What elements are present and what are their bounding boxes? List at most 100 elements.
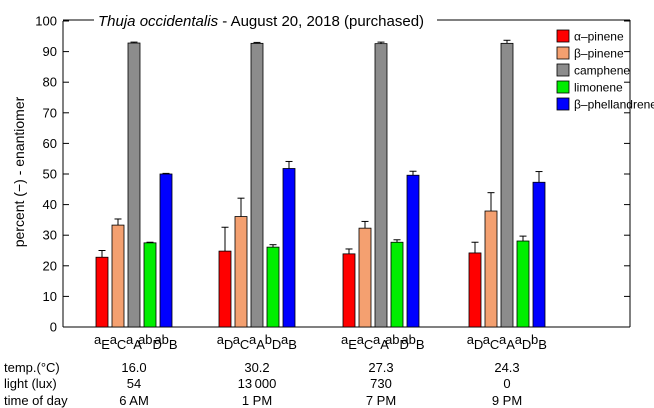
significance-letter: aD [515,332,532,352]
bar [143,242,157,328]
bar [159,173,173,328]
legend-swatch [556,80,570,94]
significance-letter: abD [385,332,409,352]
condition-label: light (lux) [4,376,57,391]
significance-letter: abB [401,332,424,352]
significance-letter: aC [357,332,374,352]
significance-letter-main: a [217,332,225,347]
significance-letter-sub: C [240,337,249,352]
y-tick-label: 50 [43,167,57,182]
significance-letter-sub: E [101,337,110,352]
y-axis-label: percent (−) - enantiomer [11,96,27,247]
significance-letter-sub: B [416,337,425,352]
condition-value: 54 [127,376,141,391]
bar [374,43,388,328]
title-rest: - August 20, 2018 (purchased) [218,13,424,30]
significance-letter-main: a [281,332,289,347]
bar [282,168,296,328]
significance-letter: aA [373,332,389,352]
condition-value: 27.3 [368,360,393,375]
significance-letter: aC [233,332,250,352]
significance-letter-main: ab [154,332,168,347]
significance-letter: aE [94,332,110,352]
condition-value: 1 PM [242,393,272,408]
y-tick-label: 10 [43,289,57,304]
bar [250,42,264,328]
significance-letter: aA [499,332,515,352]
y-tick-label: 0 [50,320,57,335]
significance-letter-main: a [249,332,257,347]
y-tick-label: 100 [35,14,57,29]
significance-letter: aB [281,332,297,352]
y-tick-label: 40 [43,197,57,212]
legend-label: β–phellandrene [574,98,654,112]
significance-letter-main: a [515,332,523,347]
significance-letter-sub: C [117,337,126,352]
bar [468,252,482,328]
bar [218,250,232,328]
condition-value: 730 [370,376,392,391]
significance-letter-main: a [94,332,102,347]
legend-label: camphene [574,64,630,78]
significance-letter-sub: E [348,337,357,352]
significance-letter-sub: A [256,337,265,352]
significance-letter: abD [138,332,162,352]
condition-value: 9 PM [492,393,522,408]
significance-letter-sub: A [506,337,515,352]
significance-letter-main: a [499,332,507,347]
significance-letter-main: a [357,332,365,347]
significance-letter-sub: C [364,337,373,352]
chart-title: Thuja occidentalis - August 20, 2018 (pu… [98,13,424,30]
bar [127,42,141,328]
significance-letter-main: a [126,332,134,347]
bar [516,240,530,328]
significance-letter-main: b [265,332,272,347]
condition-value: 6 AM [119,393,149,408]
significance-letter-main: ab [401,332,415,347]
bar [234,216,248,328]
legend-label: α–pinene [574,30,624,44]
significance-letter-sub: D [400,337,409,352]
significance-letter: bB [531,332,547,352]
significance-letter-sub: C [490,337,499,352]
significance-letter: bD [265,332,282,352]
condition-value: 7 PM [366,393,396,408]
significance-letter-sub: D [224,337,233,352]
significance-letter: aD [467,332,484,352]
condition-value: 0 [503,376,510,391]
bar [342,253,356,328]
legend-label: β–pinene [574,47,624,61]
significance-letter-sub: B [169,337,178,352]
error-bars [98,39,543,258]
significance-letter: aE [341,332,357,352]
significance-letter-sub: B [538,337,547,352]
condition-label: temp.(°C) [4,360,60,375]
bar [406,174,420,328]
significance-letter: aA [126,332,142,352]
axes: 0 10 20 30 40 50 60 70 80 90 100 [35,14,631,335]
significance-letter-sub: D [522,337,531,352]
significance-letter-main: a [467,332,475,347]
legend-swatch [556,46,570,60]
significance-letter-main: ab [138,332,152,347]
condition-value: 13 000 [238,376,277,391]
significance-letter: aD [217,332,234,352]
legend-swatch [556,97,570,111]
significance-letter-sub: D [474,337,483,352]
bar [532,181,546,328]
y-tick-label: 60 [43,136,57,151]
significance-letter-sub: A [133,337,142,352]
legend-swatch [556,63,570,77]
legend: α–pinene β–pinene camphene limonene β–phella… [556,30,654,112]
significance-letter-sub: D [272,337,281,352]
bar [500,42,514,328]
significance-letter: aC [110,332,127,352]
bar [266,246,280,328]
significance-letter-main: a [233,332,241,347]
bar [390,241,404,328]
conditions-table: temp.(°C) 16.0 30.2 27.3 24.3 light (lux) 54 13… [4,360,522,408]
legend-label: limonene [574,81,623,95]
bar [484,210,498,328]
